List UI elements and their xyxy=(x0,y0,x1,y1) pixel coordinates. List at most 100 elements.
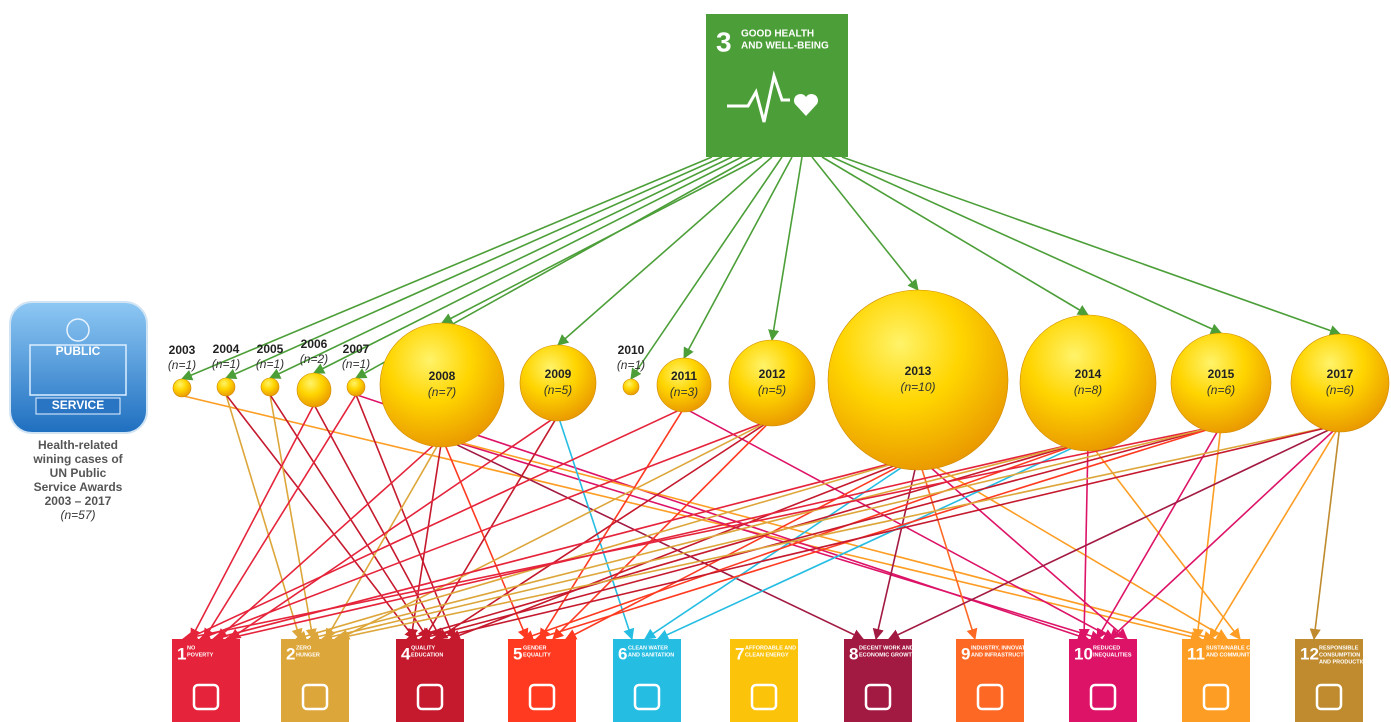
goal-label: QUALITY xyxy=(411,645,435,651)
goal-label: CONSUMPTION xyxy=(1319,652,1360,658)
goal-number: 9 xyxy=(961,644,970,663)
goal-number: 6 xyxy=(618,644,627,663)
health-arrow xyxy=(822,157,1088,315)
goal-label: AND INFRASTRUCTURE xyxy=(971,652,1035,658)
health-arrow xyxy=(812,157,918,290)
link xyxy=(420,426,1221,640)
year-count: (n=1) xyxy=(168,358,196,372)
links xyxy=(182,395,1340,639)
goal-label: EDUCATION xyxy=(411,652,443,658)
link xyxy=(1210,425,1340,639)
year-count: (n=1) xyxy=(342,357,370,371)
year-label: 2010 xyxy=(618,343,645,357)
year-label: 2017 xyxy=(1327,367,1354,381)
year-count: (n=6) xyxy=(1207,383,1235,397)
year-count: (n=6) xyxy=(1326,383,1354,397)
year-label: 2006 xyxy=(301,337,328,351)
goal-label: ZERO xyxy=(296,645,312,651)
year-count: (n=10) xyxy=(900,380,935,394)
sdg3-tile: 3 GOOD HEALTH AND WELL-BEING xyxy=(706,14,848,157)
diagram: 3 GOOD HEALTH AND WELL-BEING PUBLIC SERV… xyxy=(0,0,1391,722)
bubbles: 2003(n=1)2004(n=1)2005(n=1)2006(n=2)2007… xyxy=(168,290,1389,470)
year-count: (n=1) xyxy=(256,357,284,371)
year-bubble xyxy=(623,379,639,395)
caption-line: 2003 – 2017 xyxy=(45,494,112,508)
goal-number: 4 xyxy=(401,644,411,663)
year-bubble xyxy=(217,378,235,396)
goal-label: POVERTY xyxy=(187,652,214,658)
goal-number: 8 xyxy=(849,644,858,663)
goal-label: GENDER xyxy=(523,645,547,651)
year-count: (n=1) xyxy=(212,357,240,371)
goal-label: AND COMMUNITIES xyxy=(1206,652,1259,658)
link xyxy=(270,395,313,639)
year-count: (n=1) xyxy=(617,358,645,372)
link xyxy=(1110,425,1340,639)
year-label: 2013 xyxy=(905,364,932,378)
link xyxy=(335,425,1340,639)
year-label: 2012 xyxy=(759,367,786,381)
year-label: 2009 xyxy=(545,367,572,381)
goal-label: ECONOMIC GROWTH xyxy=(859,652,916,658)
year-label: 2014 xyxy=(1075,367,1102,381)
logo-text: SERVICE xyxy=(52,398,104,412)
year-count: (n=5) xyxy=(758,383,786,397)
goal-label: HUNGER xyxy=(296,652,320,658)
year-count: (n=7) xyxy=(428,385,456,399)
year-count: (n=5) xyxy=(544,383,572,397)
link xyxy=(339,420,772,639)
link xyxy=(226,395,300,639)
caption: Health-related wining cases of UN Public… xyxy=(32,438,123,522)
goal-label: CLEAN WATER xyxy=(628,645,668,651)
health-arrow xyxy=(270,157,732,378)
year-label: 2004 xyxy=(213,342,240,356)
year-bubble xyxy=(347,378,365,396)
health-arrow xyxy=(314,157,742,373)
caption-line: wining cases of xyxy=(32,452,123,466)
year-count: (n=2) xyxy=(300,352,328,366)
goal-label: RESPONSIBLE xyxy=(1319,645,1359,651)
year-label: 2003 xyxy=(169,343,196,357)
link xyxy=(191,404,314,639)
year-count: (n=3) xyxy=(670,385,698,399)
year-label: 2008 xyxy=(429,369,456,383)
caption-line: UN Public xyxy=(50,466,107,480)
goal-label: AFFORDABLE AND xyxy=(745,645,796,651)
year-bubble xyxy=(173,379,191,397)
year-count: (n=8) xyxy=(1074,383,1102,397)
goal-number: 7 xyxy=(735,644,744,663)
health-arrow xyxy=(558,157,772,345)
logo-text: PUBLIC xyxy=(56,344,101,358)
goal-label: NO xyxy=(187,645,196,651)
sdg3-label: AND WELL-BEING xyxy=(741,41,829,52)
year-label: 2015 xyxy=(1208,367,1235,381)
caption-count: (n=57) xyxy=(60,508,95,522)
goal-label: AND SANITATION xyxy=(628,652,674,658)
goal-number: 10 xyxy=(1074,644,1093,663)
link xyxy=(918,457,1127,640)
year-label: 2005 xyxy=(257,342,284,356)
goal-label: INEQUALITIES xyxy=(1093,652,1132,658)
caption-line: Health-related xyxy=(38,438,118,452)
goal-label: REDUCED xyxy=(1093,645,1120,651)
link xyxy=(226,441,1088,639)
goal-label: AND PRODUCTION xyxy=(1319,659,1369,665)
logo: PUBLIC SERVICE xyxy=(10,302,147,433)
caption-line: Service Awards xyxy=(34,480,123,494)
goal-number: 2 xyxy=(286,644,295,663)
year-label: 2007 xyxy=(343,342,370,356)
link xyxy=(442,438,1101,639)
health-arrow xyxy=(442,157,762,323)
goal-number: 5 xyxy=(513,644,522,663)
goal-label: INDUSTRY, INNOVATION xyxy=(971,645,1035,651)
year-bubble xyxy=(261,378,279,396)
link xyxy=(876,457,918,640)
link xyxy=(1314,425,1340,639)
goal-label: EQUALITY xyxy=(523,652,551,658)
link xyxy=(204,395,356,639)
goal-number: 1 xyxy=(177,644,186,663)
goal-label: SUSTAINABLE CITIES xyxy=(1206,645,1264,651)
goal-label: DECENT WORK AND xyxy=(859,645,914,651)
goal-number: 11 xyxy=(1187,644,1205,663)
